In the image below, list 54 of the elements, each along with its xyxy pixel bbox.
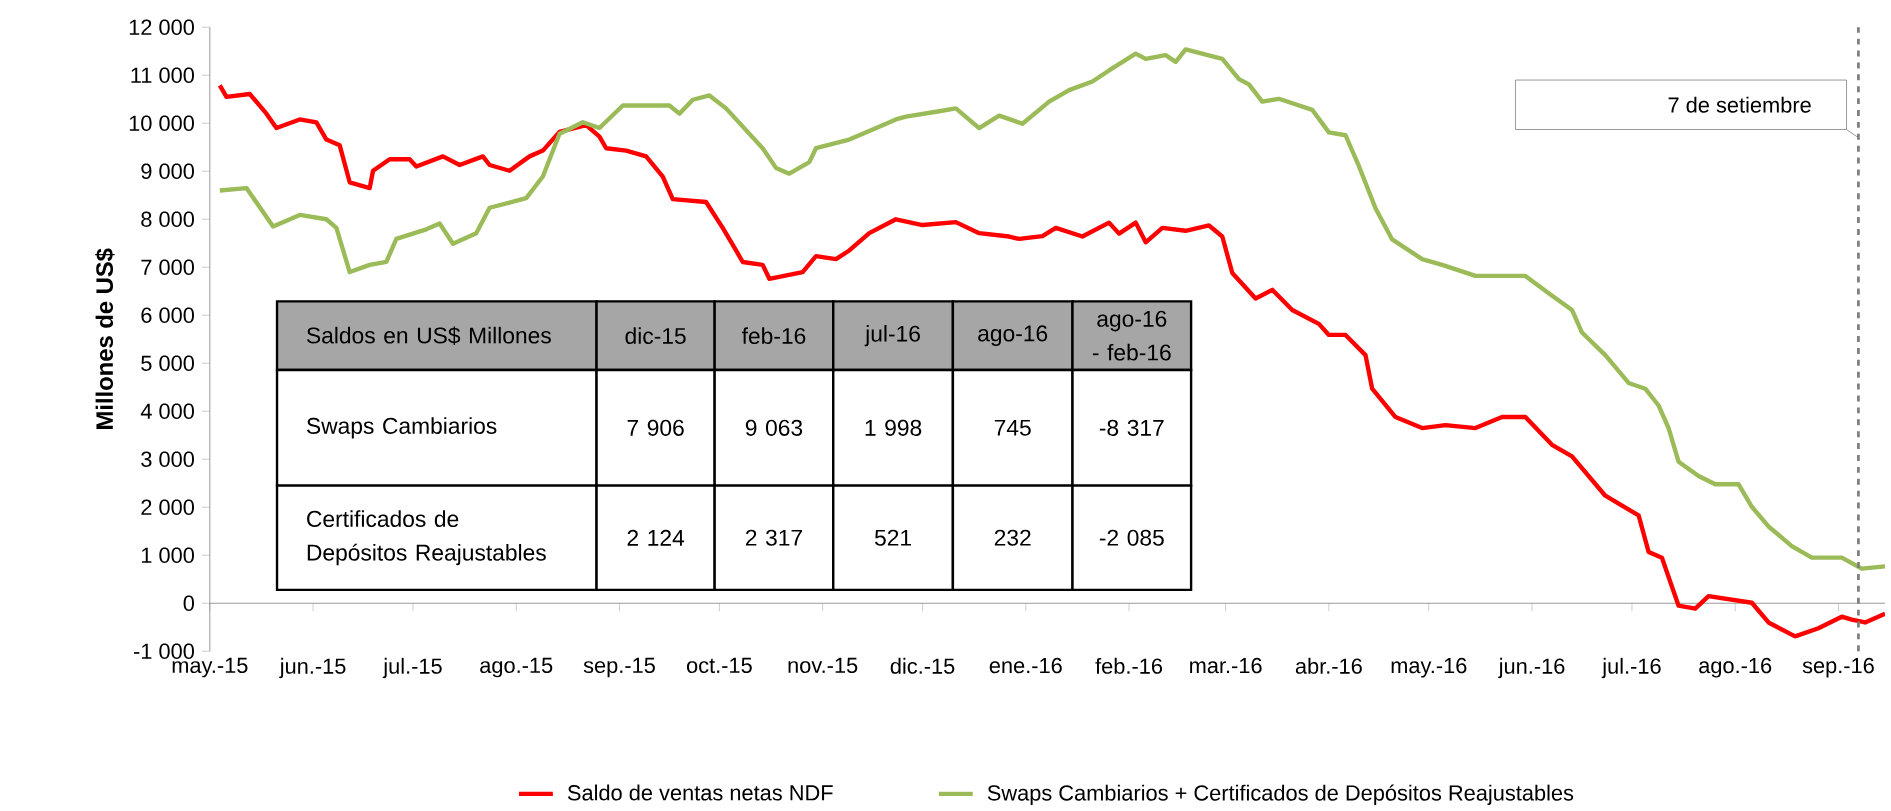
y-tick-label: 5 000	[141, 355, 194, 371]
annotation: 232	[994, 529, 1031, 546]
annotation: Saldos en US$ Millones	[306, 326, 551, 345]
x-tick-label: oct.-15	[686, 657, 752, 673]
line-series	[217, 82, 1886, 639]
annotation: Certificados de Depósitos Reajustables	[307, 510, 546, 566]
annotation: 1 998	[865, 419, 922, 436]
x-tick-label: nov.-15	[788, 657, 858, 673]
x-tick-label: jun.-15	[279, 657, 346, 678]
y-tick-label: 1 000	[141, 547, 194, 563]
x-tick-label: jul.-16	[1601, 657, 1661, 678]
x-tick-label: abr.-16	[1295, 657, 1362, 674]
annotation: 9 063	[745, 419, 803, 436]
legend-label: Saldo de ventas netas NDF	[567, 784, 833, 801]
annotation: -8 317	[1099, 419, 1164, 436]
y-axis-title: Millones de US$	[95, 248, 115, 429]
annotation: ago-16 - feb-16	[1092, 310, 1171, 361]
annotation: -2 085	[1099, 529, 1164, 546]
x-tick-label: jul.-15	[382, 657, 442, 678]
x-tick-label: mar.-16	[1190, 657, 1262, 674]
y-tick-label: 10 000	[129, 115, 194, 131]
y-tick-label: 8 000	[141, 211, 194, 227]
annotation: 745	[994, 419, 1031, 436]
x-tick-label: dic.-15	[890, 657, 955, 674]
y-tick-label: 11 000	[131, 67, 194, 83]
x-tick-label: jun.-16	[1498, 657, 1565, 678]
y-tick-label: 9 000	[141, 163, 194, 179]
y-tick-label: 7 000	[141, 259, 194, 275]
annotation: 7 906	[627, 419, 684, 436]
y-tick-label: 3 000	[141, 451, 194, 467]
annotation: 521	[874, 529, 911, 546]
annotation: 2 317	[745, 529, 802, 546]
legend-label: Swaps Cambiarios + Certificados de Depósitos Reajustables	[987, 784, 1574, 805]
y-tick-label: 12 000	[129, 19, 194, 35]
x-tick-label: sep.-16	[1802, 657, 1874, 678]
ref-line-label: 7 de setiembre	[1668, 96, 1811, 113]
y-tick-label: 2 000	[141, 499, 194, 515]
y-tick-label: 0	[183, 595, 195, 611]
x-tick-label: ago.-16	[1699, 657, 1772, 678]
x-tick-label: ene.-16	[989, 657, 1062, 674]
annotation: Swaps Cambiarios	[306, 417, 497, 439]
annotation: feb-16	[741, 327, 806, 344]
y-tick-label: 4 000	[140, 403, 194, 419]
annotation: dic-15	[625, 327, 686, 344]
y-tick-label: -1 000	[134, 643, 194, 659]
annotation: 2 124	[627, 529, 685, 546]
y-tick-label: 6 000	[141, 307, 194, 323]
x-tick-label: may.-16	[1391, 657, 1467, 678]
x-tick-label: ago.-15	[480, 657, 553, 678]
annotation: ago-16	[978, 325, 1048, 346]
annotation: jul-16	[864, 324, 920, 347]
x-tick-label: feb.-16	[1095, 657, 1163, 674]
x-tick-label: may.-15	[172, 657, 248, 678]
x-tick-label: sep.-15	[583, 657, 655, 678]
